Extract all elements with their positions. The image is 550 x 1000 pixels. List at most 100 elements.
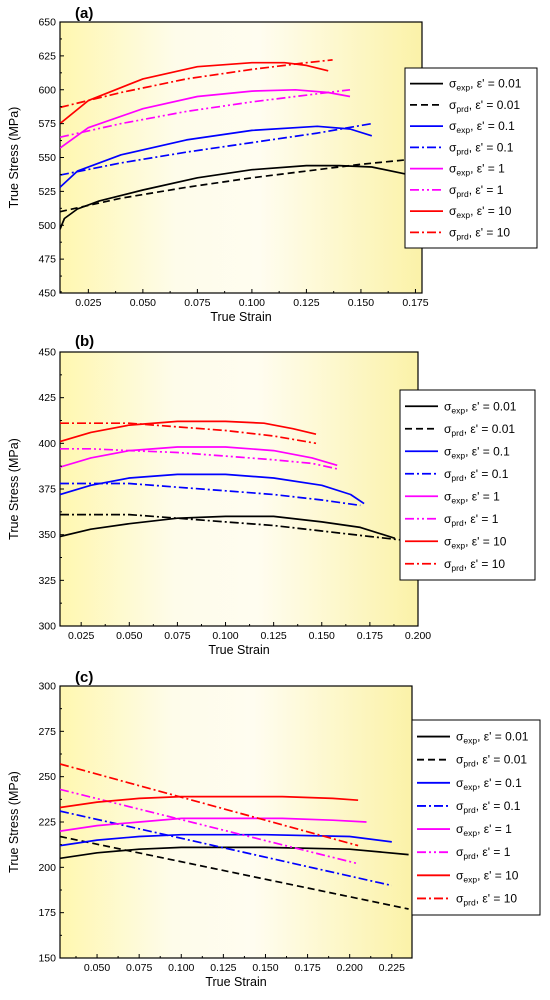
y-axis-label: True Stress (MPa) xyxy=(7,107,21,209)
legend-label: σexp, ε' = 0.01 xyxy=(456,730,529,746)
x-tick-label: 0.175 xyxy=(402,297,428,309)
legend-label: σprd, ε' = 0.01 xyxy=(444,422,515,438)
panel-label: (a) xyxy=(75,5,93,22)
legend: σexp, ε' = 0.01 σprd, ε' = 0.01 σexp, ε' =… xyxy=(411,719,541,916)
x-tick-label: 0.100 xyxy=(212,630,238,642)
legend: σexp, ε' = 0.01 σprd, ε' = 0.01 σexp, ε' =… xyxy=(404,67,538,249)
y-tick-label: 450 xyxy=(38,347,56,359)
legend-label: σexp, ε' = 0.1 xyxy=(444,444,510,460)
x-tick-label: 0.050 xyxy=(116,630,142,642)
legend-label: σexp, ε' = 10 xyxy=(449,204,512,220)
x-tick-label: 0.100 xyxy=(239,297,265,309)
series-line xyxy=(60,164,405,230)
x-tick-label: 0.025 xyxy=(75,297,101,309)
y-tick-label: 300 xyxy=(38,621,56,633)
x-tick-label: 0.175 xyxy=(294,962,320,974)
y-tick-label: 600 xyxy=(38,84,56,96)
x-tick-label: 0.050 xyxy=(130,297,156,309)
x-tick-label: 0.175 xyxy=(357,630,383,642)
chart-panel-2: 300 325 350 375 400 425 450 0.025 0.050 0.075 0.10… xyxy=(7,333,536,657)
series-line xyxy=(60,833,392,847)
y-tick-label: 575 xyxy=(38,118,56,130)
y-tick-label: 450 xyxy=(38,288,56,300)
series-line xyxy=(60,125,373,188)
y-tick-label: 475 xyxy=(38,254,56,266)
x-tick-label: 0.025 xyxy=(68,630,94,642)
series-line xyxy=(60,835,409,910)
x-tick-label: 0.150 xyxy=(252,962,278,974)
legend-label: σprd, ε' = 10 xyxy=(449,225,510,241)
x-tick-label: 0.050 xyxy=(84,962,110,974)
series-line xyxy=(60,817,367,832)
y-tick-label: 425 xyxy=(38,392,56,404)
y-tick-label: 500 xyxy=(38,220,56,232)
y-tick-label: 275 xyxy=(38,726,56,738)
chart-panel-3: 150 175 200 225 250 275 300 0.050 0.075 0.100 0.12… xyxy=(7,669,541,989)
series-line xyxy=(60,420,317,443)
y-tick-label: 175 xyxy=(38,907,56,919)
x-axis-label: True Strain xyxy=(210,310,271,324)
legend-label: σprd, ε' = 10 xyxy=(444,557,505,573)
y-tick-label: 625 xyxy=(38,50,56,62)
x-tick-label: 0.125 xyxy=(261,630,287,642)
y-axis-label: True Stress (MPa) xyxy=(7,771,21,873)
x-axis-label: True Strain xyxy=(205,975,266,989)
y-tick-label: 650 xyxy=(38,17,56,29)
y-tick-label: 325 xyxy=(38,575,56,587)
legend-label: σexp, ε' = 10 xyxy=(444,534,507,550)
series-line xyxy=(60,88,351,149)
legend-label: σexp, ε' = 1 xyxy=(449,162,505,178)
series-line xyxy=(60,795,359,809)
legend-label: σexp, ε' = 0.1 xyxy=(449,119,515,135)
x-axis-label: True Strain xyxy=(208,643,269,657)
x-tick-label: 0.125 xyxy=(210,962,236,974)
y-tick-label: 350 xyxy=(38,529,56,541)
legend-label: σexp, ε' = 0.1 xyxy=(456,776,522,792)
legend-label: σprd, ε' = 0.1 xyxy=(449,140,514,156)
panel-label: (c) xyxy=(75,669,93,686)
series-line xyxy=(60,422,317,445)
legend-label: σprd, ε' = 1 xyxy=(444,512,499,528)
y-tick-label: 300 xyxy=(38,681,56,693)
series-line xyxy=(60,515,396,540)
x-tick-label: 0.100 xyxy=(168,962,194,974)
panel-label: (b) xyxy=(75,333,94,350)
legend-box xyxy=(411,719,541,916)
legend-label: σexp, ε' = 0.01 xyxy=(449,77,522,93)
legend-label: σprd, ε' = 0.01 xyxy=(449,98,520,114)
series-line xyxy=(60,763,359,847)
y-tick-label: 150 xyxy=(38,953,56,965)
y-axis-label: True Stress (MPa) xyxy=(7,438,21,540)
x-tick-label: 0.150 xyxy=(348,297,374,309)
y-tick-label: 525 xyxy=(38,186,56,198)
legend-label: σprd, ε' = 1 xyxy=(449,183,504,199)
y-tick-label: 200 xyxy=(38,862,56,874)
series-line xyxy=(60,446,338,468)
x-tick-label: 0.075 xyxy=(164,630,190,642)
legend-label: σprd, ε' = 0.01 xyxy=(456,753,527,769)
series-line xyxy=(60,59,333,109)
legend: σexp, ε' = 0.01 σprd, ε' = 0.01 σexp, ε' =… xyxy=(399,389,536,581)
series-line xyxy=(60,88,351,139)
y-tick-label: 375 xyxy=(38,484,56,496)
legend-label: σprd, ε' = 0.1 xyxy=(444,467,509,483)
x-tick-label: 0.200 xyxy=(337,962,363,974)
chart-panel-1: 450 475 500 525 550 575 600 625 650 0.025 0.050 0.0… xyxy=(7,5,538,324)
legend-label: σprd, ε' = 1 xyxy=(456,845,511,861)
legend-label: σexp, ε' = 0.01 xyxy=(444,399,517,415)
legend-label: σprd, ε' = 0.1 xyxy=(456,799,521,815)
series-line xyxy=(60,122,372,176)
series-line xyxy=(60,482,361,507)
series-line xyxy=(60,61,329,125)
x-tick-label: 0.075 xyxy=(184,297,210,309)
legend-box xyxy=(399,389,536,581)
series-line xyxy=(60,447,338,470)
plot-area xyxy=(59,21,423,294)
legend-label: σexp, ε' = 1 xyxy=(456,822,512,838)
y-tick-label: 250 xyxy=(38,771,56,783)
x-tick-label: 0.150 xyxy=(309,630,335,642)
series-line xyxy=(60,846,409,860)
y-tick-label: 400 xyxy=(38,438,56,450)
legend-box xyxy=(404,67,538,249)
